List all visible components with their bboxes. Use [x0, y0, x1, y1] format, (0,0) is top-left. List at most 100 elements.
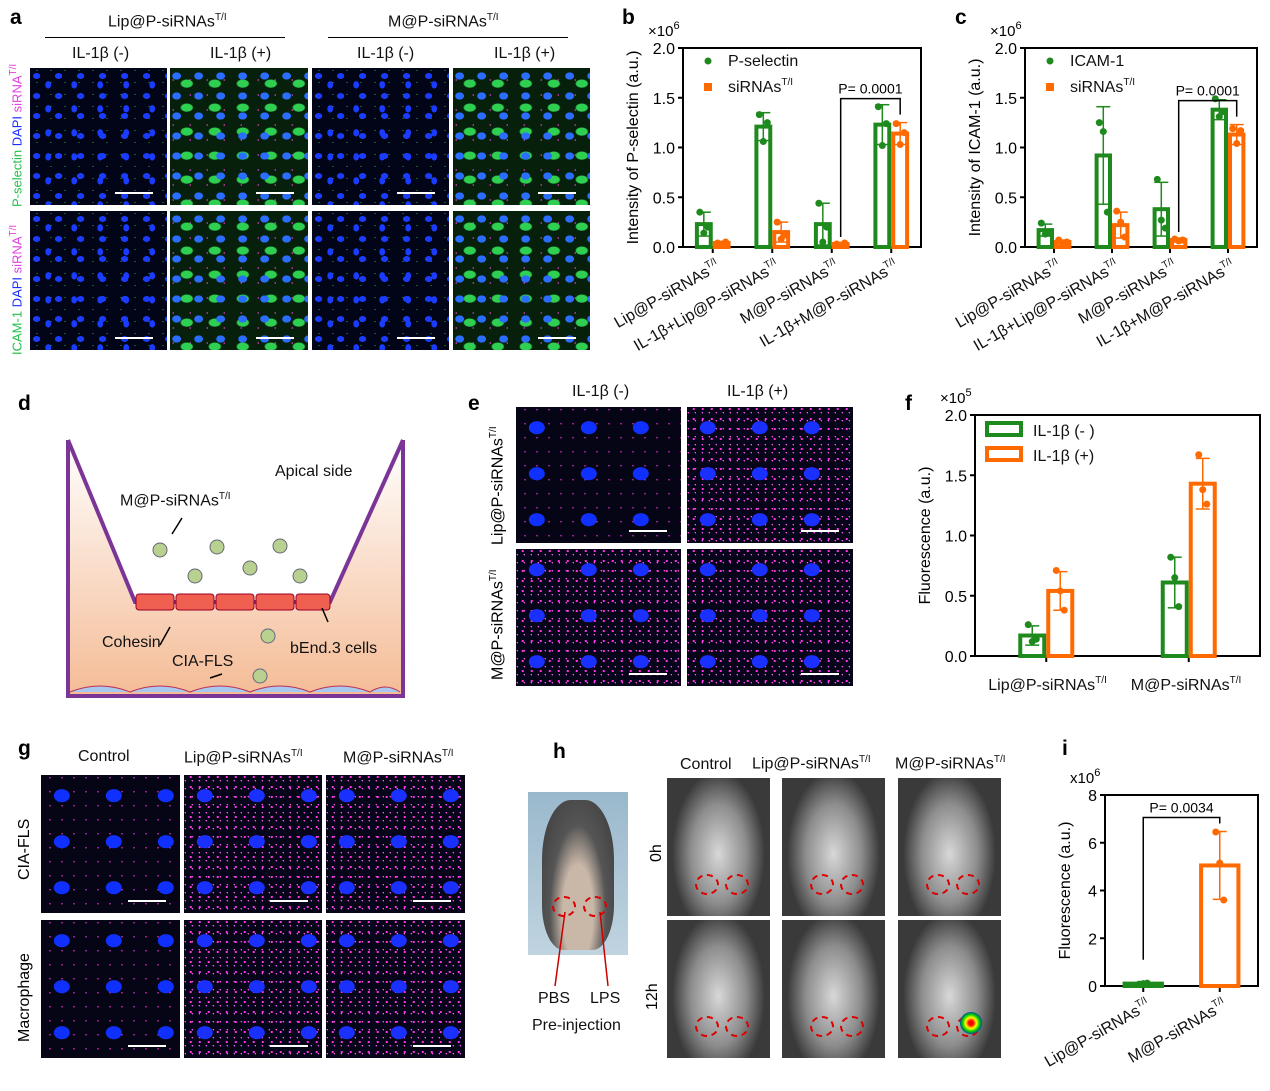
- well-wall: [66, 440, 405, 698]
- data-point: [878, 142, 886, 150]
- micrograph: [41, 920, 180, 1058]
- data-point: [1121, 233, 1129, 241]
- superscript: T/I: [993, 754, 1006, 765]
- fls-label: CIA-FLS: [172, 653, 234, 670]
- y-tick-label: 6: [1088, 836, 1097, 853]
- data-point: [900, 129, 908, 137]
- transwell-diagram: [66, 439, 405, 698]
- data-point: [1215, 113, 1223, 121]
- scale-bar: [801, 673, 839, 675]
- superscript: T/I: [1102, 256, 1118, 271]
- data-point: [1212, 828, 1220, 836]
- multiplier-exponent: 6: [673, 20, 679, 32]
- scale-bar: [413, 900, 451, 902]
- multiplier-text: ×10: [648, 23, 673, 40]
- data-point: [755, 111, 763, 119]
- data-point: [1113, 207, 1121, 215]
- superscript: T/I: [763, 256, 779, 271]
- y-tick-label: 1.5: [945, 468, 967, 485]
- column-label-text: M@P-siRNAs: [895, 755, 994, 773]
- legend-label: siRNAsT/I: [728, 77, 793, 96]
- y-tick-label: 8: [1088, 788, 1097, 805]
- endothelial-cells: [135, 593, 331, 611]
- panel-letter-c: c: [955, 6, 967, 29]
- label-text: IL-1β (- ): [1033, 423, 1095, 440]
- micrograph: [30, 211, 167, 350]
- superscript: T/I: [1123, 77, 1135, 88]
- y-tick-label: 1.0: [653, 141, 675, 158]
- group-label-text: M@P-siRNAs: [388, 13, 487, 31]
- micrograph: [312, 68, 449, 205]
- x-tick-label: Lip@P-siRNAsT/I: [988, 675, 1107, 694]
- superscript: T/I: [1230, 675, 1242, 686]
- condition-label: IL-1β (-): [572, 383, 630, 400]
- data-point: [1052, 566, 1060, 574]
- data-point: [1024, 621, 1032, 629]
- data-point: [773, 218, 781, 226]
- micrograph: [687, 549, 853, 686]
- panel-letter-a: a: [10, 6, 22, 29]
- data-point: [1219, 108, 1227, 116]
- superscript: T/I: [858, 754, 871, 765]
- cohesin-label: Cohesin: [102, 634, 161, 651]
- data-point: [882, 120, 890, 128]
- data-point: [1045, 229, 1053, 237]
- legend-swatch: [985, 421, 1023, 437]
- y-tick-label: 0.0: [945, 649, 967, 666]
- column-label-text: Lip@P-siRNAs: [184, 749, 291, 767]
- superscript: T/I: [486, 12, 499, 23]
- scale-bar: [801, 530, 839, 532]
- ivis-image: [667, 920, 770, 1058]
- data-point: [1056, 587, 1064, 595]
- column-label: Control: [78, 748, 130, 765]
- multiplier-text: ×10: [940, 390, 965, 407]
- condition-label: IL-1β (+): [494, 45, 556, 62]
- y-tick-label: 1.0: [945, 529, 967, 546]
- superscript: T/I: [703, 256, 719, 271]
- y-tick-label: 1.0: [995, 141, 1017, 158]
- condition-label: IL-1β (+): [210, 45, 272, 62]
- axis-multiplier: ×105: [940, 387, 972, 407]
- roi-circle: [810, 874, 834, 895]
- column-label-text: M@P-siRNAs: [343, 749, 442, 767]
- ivis-image: [898, 920, 1001, 1058]
- data-point: [1179, 236, 1187, 244]
- condition-label: IL-1β (-): [72, 45, 130, 62]
- y-tick-label: 0.5: [945, 589, 967, 606]
- group-underline: [45, 37, 285, 38]
- data-point: [781, 231, 789, 239]
- superscript: T/I: [1044, 256, 1060, 271]
- superscript: T/I: [214, 12, 227, 23]
- panel-letter-b: b: [622, 6, 635, 29]
- y-tick-label: 1.5: [995, 91, 1017, 108]
- data-point: [823, 223, 831, 231]
- group-label-text: Lip@P-siRNAs: [108, 13, 215, 31]
- p-value-label: P= 0.0034: [1149, 800, 1213, 816]
- panel-letter-f: f: [905, 392, 912, 415]
- data-point: [759, 138, 767, 146]
- scale-bar: [270, 900, 308, 902]
- micrograph: [516, 407, 681, 543]
- panel-letter-h: h: [553, 740, 566, 763]
- multiplier-exponent: 5: [965, 387, 971, 399]
- significance-bracket: [839, 97, 901, 238]
- y-tick-label: 1.5: [653, 91, 675, 108]
- data-point: [700, 229, 708, 237]
- legend-marker: [704, 83, 712, 91]
- roi-circle: [725, 874, 749, 895]
- ivis-image: [782, 778, 885, 916]
- data-point: [1229, 125, 1237, 133]
- apical-side-label: Apical side: [275, 463, 353, 480]
- nanoparticles: [152, 538, 308, 684]
- data-point: [1233, 140, 1241, 148]
- y-tick-label: 2.0: [995, 41, 1017, 58]
- fls-layer: [69, 685, 401, 693]
- micrograph: [30, 68, 167, 205]
- y-tick-label: 4: [1088, 884, 1097, 901]
- plot-frame: [974, 414, 1261, 657]
- micrograph: [516, 549, 681, 686]
- scale-bar: [413, 1045, 451, 1047]
- legend-label: IL-1β (+): [1033, 448, 1094, 465]
